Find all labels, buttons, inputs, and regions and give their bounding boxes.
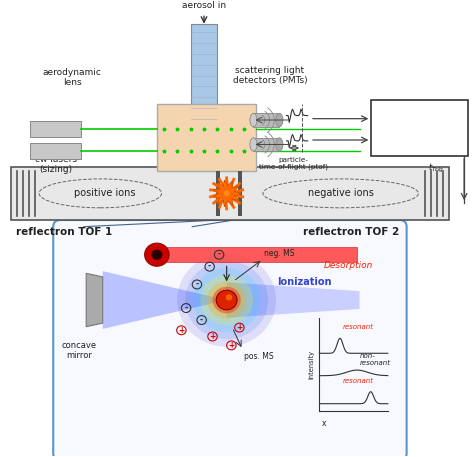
Circle shape xyxy=(193,268,261,332)
Bar xyxy=(238,171,242,216)
Text: +: + xyxy=(178,326,184,335)
Polygon shape xyxy=(213,180,241,207)
Ellipse shape xyxy=(276,138,283,151)
Ellipse shape xyxy=(276,113,283,127)
Text: -: - xyxy=(218,250,221,259)
Ellipse shape xyxy=(250,113,257,127)
Text: negative ions: negative ions xyxy=(308,188,374,198)
Circle shape xyxy=(207,282,246,319)
Text: trigger &: trigger & xyxy=(396,106,443,116)
Text: -: - xyxy=(208,262,211,271)
Text: aerodynamic
lens: aerodynamic lens xyxy=(43,68,101,87)
Text: $t_{Trig}$=a·ptof+b: $t_{Trig}$=a·ptof+b xyxy=(375,139,426,152)
Text: concave
mirror: concave mirror xyxy=(62,341,97,360)
Text: resonant: resonant xyxy=(343,377,374,384)
Text: particle-
time-of-flight (ptof): particle- time-of-flight (ptof) xyxy=(259,157,328,170)
Text: Desorption: Desorption xyxy=(324,261,374,270)
Text: non-
resonant: non- resonant xyxy=(359,353,391,366)
Bar xyxy=(157,105,256,171)
Bar xyxy=(30,121,82,137)
Bar xyxy=(216,171,220,216)
Text: reflectron TOF 1: reflectron TOF 1 xyxy=(16,227,112,237)
Circle shape xyxy=(216,290,237,310)
Text: pos. MS: pos. MS xyxy=(244,352,273,361)
Bar xyxy=(254,113,279,127)
Text: positive ions: positive ions xyxy=(74,188,136,198)
Text: electronics: electronics xyxy=(392,133,447,142)
Text: +: + xyxy=(210,332,216,341)
Bar xyxy=(191,24,217,127)
Bar xyxy=(155,247,357,262)
Bar xyxy=(30,143,82,159)
Text: -: - xyxy=(184,303,188,313)
Text: resonant: resonant xyxy=(343,324,374,330)
FancyBboxPatch shape xyxy=(53,220,407,457)
Circle shape xyxy=(212,287,241,314)
Polygon shape xyxy=(227,282,359,318)
Text: sizing: sizing xyxy=(405,120,434,129)
Circle shape xyxy=(226,294,232,300)
Text: Intensity: Intensity xyxy=(309,350,315,379)
Bar xyxy=(254,138,279,151)
Circle shape xyxy=(177,253,276,347)
Text: -: - xyxy=(200,315,203,324)
Text: aerosol in: aerosol in xyxy=(182,1,226,10)
Text: reflectron TOF 2: reflectron TOF 2 xyxy=(303,227,399,237)
Text: $t_{Trig}$: $t_{Trig}$ xyxy=(428,161,444,175)
Text: neg. MS: neg. MS xyxy=(264,249,294,258)
Circle shape xyxy=(145,243,169,266)
Text: Ionization: Ionization xyxy=(277,277,331,287)
Text: cw lasers
(sizing): cw lasers (sizing) xyxy=(35,155,77,174)
Bar xyxy=(11,167,449,220)
Text: +: + xyxy=(228,341,235,350)
Ellipse shape xyxy=(250,138,257,151)
Text: x: x xyxy=(322,419,326,428)
Text: scattering light
detectors (PMTs): scattering light detectors (PMTs) xyxy=(233,66,307,85)
Text: +: + xyxy=(236,323,243,332)
Circle shape xyxy=(185,261,268,339)
Bar xyxy=(371,100,468,155)
Text: -: - xyxy=(195,280,199,289)
Polygon shape xyxy=(86,273,103,327)
Circle shape xyxy=(152,250,162,260)
Polygon shape xyxy=(103,271,227,329)
Circle shape xyxy=(200,275,253,325)
